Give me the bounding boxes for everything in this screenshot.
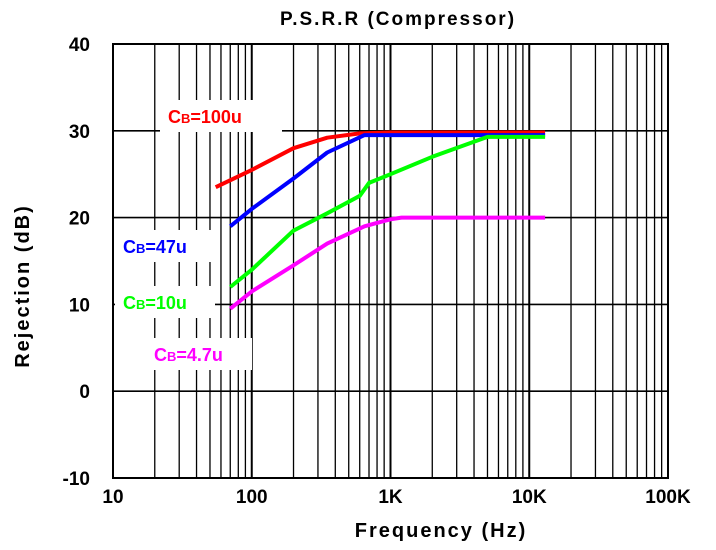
y-tick-label: 0 — [79, 382, 90, 403]
series-label: CB=47u — [115, 230, 215, 262]
x-tick-label: 10 — [102, 487, 123, 508]
x-tick-label: 100 — [236, 487, 268, 508]
series-label: CB=10u — [115, 286, 215, 318]
series-line — [229, 215, 546, 311]
x-tick-label: 100K — [645, 487, 691, 508]
series-label-box — [115, 286, 215, 318]
series-label: CB=4.7u — [146, 338, 252, 370]
y-tick-label: 40 — [69, 35, 90, 56]
series-label-text: CB=10u — [123, 293, 187, 313]
series-label-text: CB=100u — [168, 107, 242, 127]
y-tick-label: -10 — [63, 469, 90, 490]
series-label: CB=100u — [160, 100, 282, 132]
x-tick-label: 1K — [378, 487, 403, 508]
series-label-box — [115, 230, 215, 262]
series-line — [229, 133, 546, 228]
y-axis-label: Rejection (dB) — [12, 204, 34, 368]
y-tick-label: 10 — [69, 295, 90, 316]
x-tick-label: 10K — [512, 487, 547, 508]
tick-labels: 10 100 1K 10K 100K -10 0 10 20 30 40 — [63, 35, 691, 508]
plot-frame — [112, 43, 669, 479]
series-label-box — [146, 338, 252, 370]
y-tick-label: 20 — [69, 209, 90, 230]
y-tick-label: 30 — [69, 122, 90, 143]
series-lines — [214, 130, 546, 311]
chart-title: P.S.R.R (Compressor) — [280, 9, 516, 30]
series-label-text: CB=47u — [123, 237, 187, 257]
series-labels: CB=100u CB=47u CB=10u CB=4.7u — [115, 100, 282, 370]
x-axis-label: Frequency (Hz) — [355, 520, 527, 542]
series-line — [214, 130, 546, 190]
series-label-box — [160, 100, 282, 132]
series-line — [229, 134, 546, 289]
series-label-text: CB=4.7u — [154, 345, 223, 365]
